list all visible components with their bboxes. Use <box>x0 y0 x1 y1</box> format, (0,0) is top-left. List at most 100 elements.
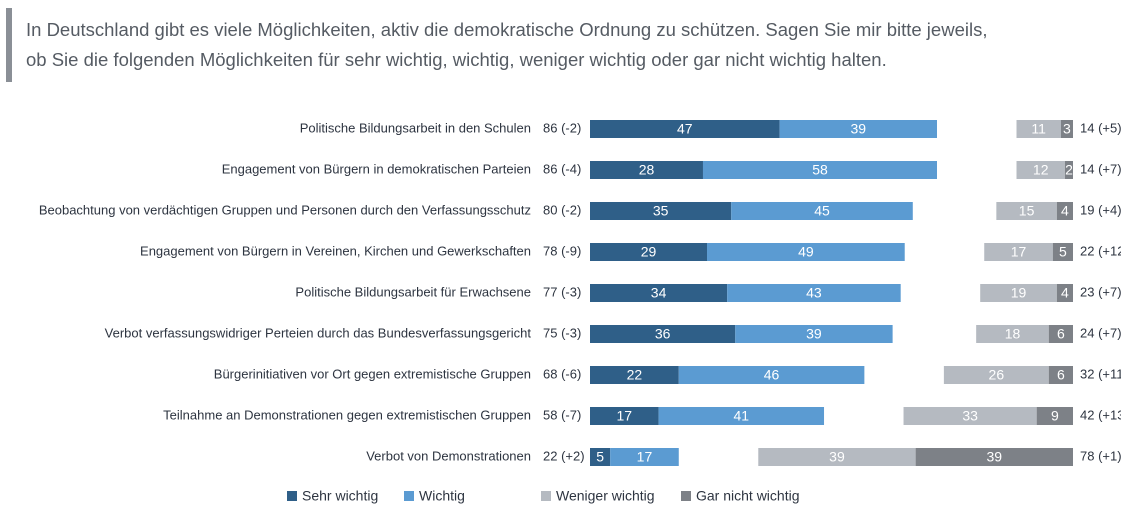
bar <box>590 407 659 425</box>
legend-swatch <box>681 491 691 501</box>
value-label: 35 <box>653 203 669 219</box>
category-label: Politische Bildungsarbeit für Erwachsene <box>295 284 531 299</box>
value-label: 47 <box>677 121 693 137</box>
bar <box>758 448 916 466</box>
right-total: 78 (+1) <box>1080 448 1121 463</box>
bar <box>702 161 937 179</box>
value-label: 43 <box>806 285 822 301</box>
category-label: Verbot von Demonstrationen <box>366 448 531 463</box>
value-label: 2 <box>1065 162 1073 178</box>
category-label: Beobachtung von verdächtigen Gruppen und… <box>39 202 531 217</box>
bar <box>980 284 1057 302</box>
right-total: 24 (+7) <box>1080 325 1121 340</box>
category-label: Engagement von Bürgern in Vereinen, Kirc… <box>140 243 531 258</box>
bar <box>1048 366 1073 384</box>
bar <box>976 325 1049 343</box>
left-total: 86 (-2) <box>543 120 581 135</box>
bar <box>590 366 679 384</box>
value-label: 22 <box>627 367 643 383</box>
left-total: 58 (-7) <box>543 407 581 422</box>
bar <box>1048 325 1073 343</box>
left-total: 22 (+2) <box>543 448 585 463</box>
value-label: 33 <box>962 408 978 424</box>
chart-title: ob Sie die folgenden Möglichkeiten für s… <box>26 49 887 70</box>
value-label: 28 <box>639 162 655 178</box>
left-total: 68 (-6) <box>543 366 581 381</box>
bar <box>590 448 611 466</box>
legend-swatch <box>404 491 414 501</box>
bar <box>1036 407 1073 425</box>
bar <box>590 202 732 220</box>
left-total: 77 (-3) <box>543 284 581 299</box>
left-total: 78 (-9) <box>543 243 581 258</box>
value-label: 46 <box>764 367 780 383</box>
value-label: 17 <box>1011 244 1027 260</box>
category-label: Engagement von Bürgern in demokratischen… <box>222 161 531 176</box>
bar <box>915 448 1073 466</box>
value-label: 39 <box>829 449 845 465</box>
right-total: 14 (+7) <box>1080 161 1121 176</box>
bar <box>590 120 780 138</box>
legend-label: Weniger wichtig <box>556 488 655 504</box>
value-label: 41 <box>734 408 750 424</box>
bar <box>1016 120 1061 138</box>
value-label: 39 <box>806 326 822 342</box>
bar <box>590 161 703 179</box>
right-total: 14 (+5) <box>1080 120 1121 135</box>
right-total: 32 (+11) <box>1080 366 1121 381</box>
bar <box>943 366 1049 384</box>
legend-label: Gar nicht wichtig <box>696 488 799 504</box>
value-label: 18 <box>1005 326 1021 342</box>
value-label: 45 <box>814 203 830 219</box>
value-label: 4 <box>1061 285 1069 301</box>
category-label: Politische Bildungsarbeit in den Schulen <box>300 120 531 135</box>
value-label: 17 <box>617 408 633 424</box>
bar <box>1064 161 1073 179</box>
left-total: 86 (-4) <box>543 161 581 176</box>
category-label: Verbot verfassungswidriger Perteien durc… <box>105 325 532 340</box>
value-label: 3 <box>1063 121 1071 137</box>
legend-swatch <box>541 491 551 501</box>
category-label: Teilnahme an Demonstrationen gegen extre… <box>163 407 531 422</box>
left-total: 75 (-3) <box>543 325 581 340</box>
bar <box>903 407 1037 425</box>
title-accent <box>6 8 12 82</box>
value-label: 12 <box>1033 162 1049 178</box>
value-label: 9 <box>1051 408 1059 424</box>
value-label: 36 <box>655 326 671 342</box>
bar <box>984 243 1053 261</box>
bar <box>1016 161 1065 179</box>
right-total: 19 (+4) <box>1080 202 1121 217</box>
right-total: 22 (+12) <box>1080 243 1121 258</box>
value-label: 11 <box>1031 121 1046 137</box>
bar <box>731 202 913 220</box>
bar <box>590 243 708 261</box>
value-label: 34 <box>651 285 667 301</box>
value-label: 6 <box>1057 367 1065 383</box>
bar <box>590 325 736 343</box>
right-total: 42 (+13) <box>1080 407 1121 422</box>
bar <box>678 366 865 384</box>
bar <box>1052 243 1073 261</box>
value-label: 4 <box>1061 203 1069 219</box>
bar <box>610 448 679 466</box>
bar <box>658 407 825 425</box>
value-label: 26 <box>989 367 1005 383</box>
value-label: 17 <box>637 449 653 465</box>
value-label: 5 <box>1059 244 1067 260</box>
bar <box>735 325 893 343</box>
chart-title: In Deutschland gibt es viele Möglichkeit… <box>26 19 987 40</box>
bar <box>1056 284 1073 302</box>
value-label: 39 <box>851 121 867 137</box>
legend-swatch <box>287 491 297 501</box>
value-label: 39 <box>987 449 1003 465</box>
bar <box>1060 120 1073 138</box>
bar <box>590 284 728 302</box>
legend-label: Sehr wichtig <box>302 488 378 504</box>
value-label: 58 <box>812 162 828 178</box>
value-label: 15 <box>1019 203 1035 219</box>
bar <box>996 202 1057 220</box>
value-label: 29 <box>641 244 657 260</box>
value-label: 6 <box>1057 326 1065 342</box>
